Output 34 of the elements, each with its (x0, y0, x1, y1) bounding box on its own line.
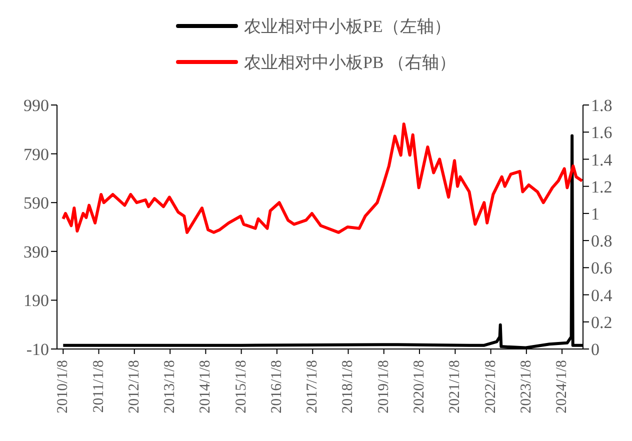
y2-tick-label: 1.8 (591, 96, 612, 116)
y-tick-label: 390 (24, 242, 49, 262)
y2-tick-label: 0 (591, 340, 600, 360)
x-tick-label: 2010/1/8 (55, 360, 72, 414)
line-series (62, 122, 583, 234)
x-tick-label: 2021/1/8 (447, 360, 464, 414)
x-tick-label: 2016/1/8 (268, 360, 285, 414)
y2-tick-label: 1.2 (591, 177, 612, 196)
legend-label: 农业相对中小板PB （右轴） (244, 52, 456, 74)
y2-tick-label: 1.4 (591, 150, 613, 170)
x-tick-label: 2014/1/8 (198, 360, 214, 414)
y-tick-label: 590 (24, 194, 49, 213)
x-tick-label: 2019/1/8 (376, 360, 392, 414)
x-tick-label: 2020/1/8 (411, 360, 428, 414)
y-tick-label: 790 (24, 144, 49, 164)
y2-tick-label: 0.6 (591, 258, 612, 278)
y2-tick-label: 0.2 (591, 312, 612, 332)
x-tick-label: 2023/1/8 (518, 360, 534, 414)
x-tick-label: 2018/1/8 (340, 360, 356, 414)
legend-label: 农业相对中小板PE（左轴） (244, 16, 451, 38)
x-tick-label: 2022/1/8 (482, 360, 499, 414)
x-tick-label: 2024/1/8 (554, 360, 570, 414)
x-tick-label: 2017/1/8 (304, 360, 321, 414)
y-tick-label: -10 (26, 340, 49, 360)
y2-tick-label: 1 (591, 204, 600, 224)
x-tick-label: 2015/1/8 (233, 360, 250, 414)
x-tick-label: 2013/1/8 (162, 360, 178, 414)
y2-tick-label: 0.8 (591, 232, 612, 251)
y-tick-label: 190 (24, 291, 49, 310)
x-tick-label: 2012/1/8 (126, 360, 142, 414)
x-tick-label: 2011/1/8 (90, 360, 107, 413)
y-tick-label: 990 (24, 96, 49, 116)
y2-tick-label: 1.6 (591, 123, 612, 142)
y2-tick-label: 0.4 (591, 286, 613, 305)
